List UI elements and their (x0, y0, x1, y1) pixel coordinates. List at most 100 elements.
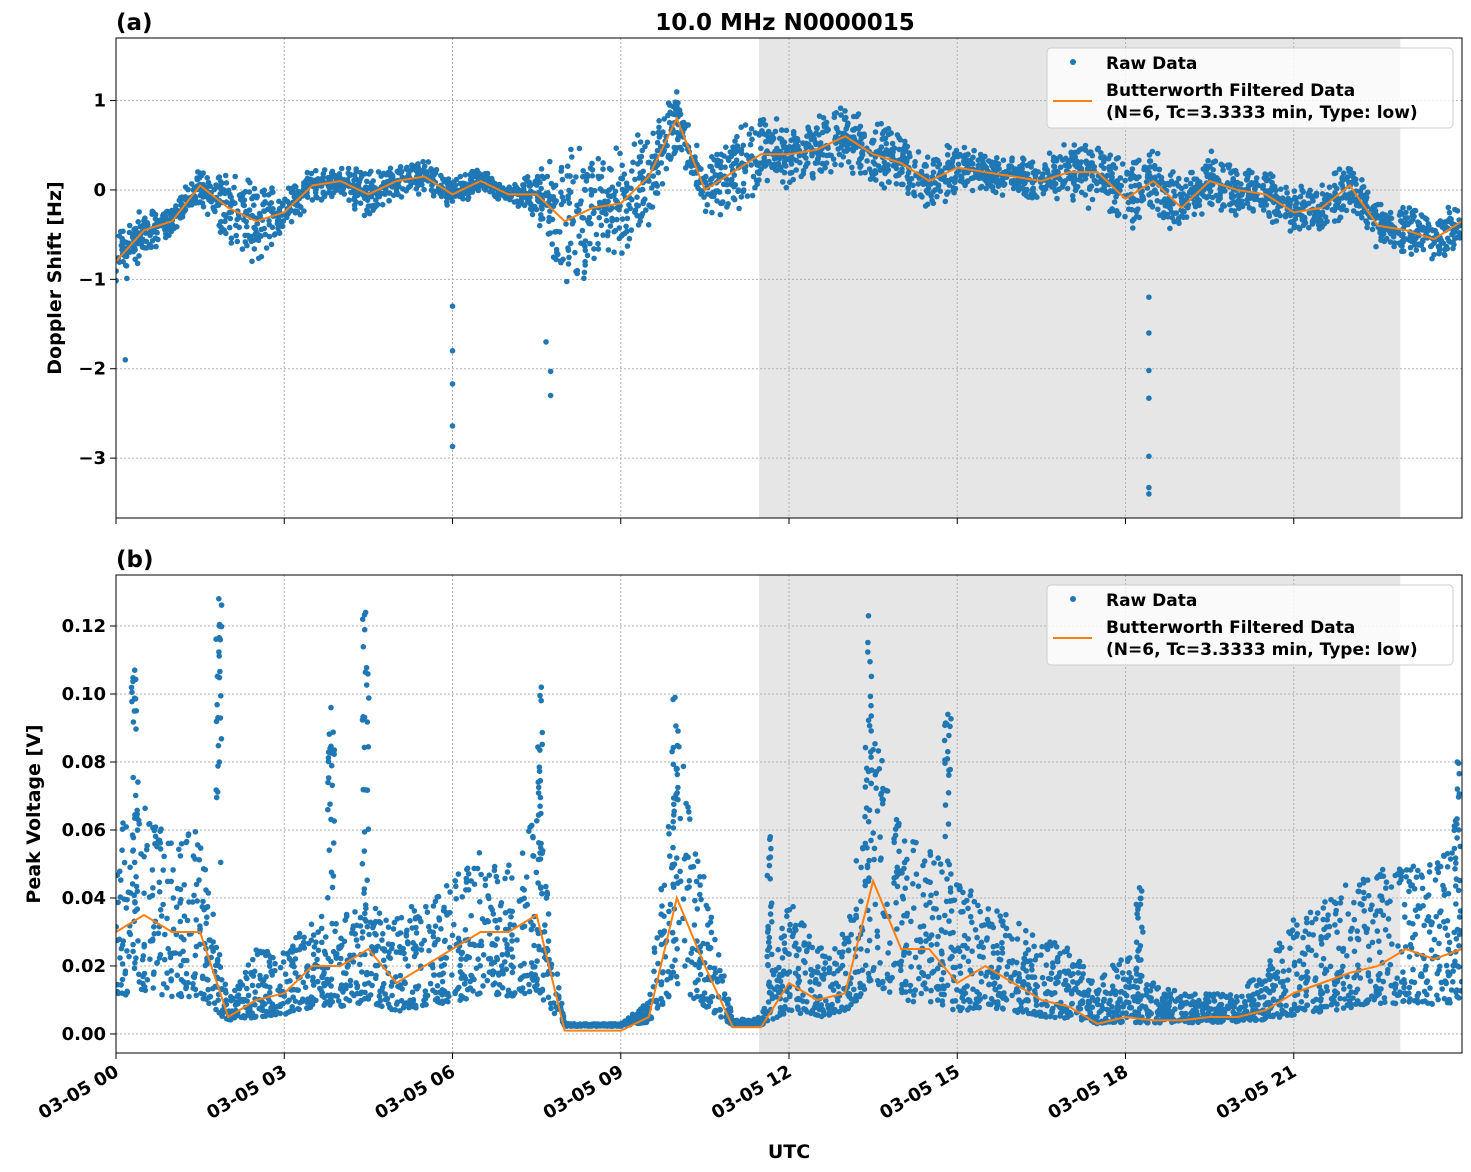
raw-data-point (372, 905, 379, 912)
raw-data-point (955, 161, 962, 168)
raw-data-point (296, 930, 303, 937)
raw-data-point (534, 927, 540, 933)
raw-data-point (370, 202, 377, 209)
raw-data-point (707, 176, 714, 183)
raw-data-point (993, 189, 999, 196)
raw-data-point (766, 158, 772, 165)
raw-data-point (367, 919, 374, 926)
raw-data-point (611, 228, 617, 235)
raw-data-point (922, 203, 929, 209)
raw-data-point (1082, 192, 1089, 198)
raw-data-point (504, 950, 511, 956)
raw-data-point (239, 246, 246, 252)
raw-data-point (363, 918, 369, 924)
raw-data-point (613, 145, 619, 151)
raw-data-point (345, 962, 352, 968)
raw-data-point (708, 163, 714, 170)
raw-data-point (200, 898, 206, 905)
raw-data-point (576, 207, 582, 213)
raw-data-point (388, 983, 395, 989)
raw-data-point (280, 202, 286, 208)
raw-data-point (398, 169, 404, 176)
raw-data-point (649, 153, 655, 160)
raw-data-point (912, 159, 918, 165)
raw-data-point (379, 984, 386, 991)
y-tick-label: 1 (93, 91, 106, 112)
raw-data-point (444, 202, 450, 208)
raw-data-point (196, 857, 203, 863)
raw-data-point (211, 208, 218, 214)
raw-data-point (1420, 246, 1427, 253)
raw-data-point (482, 882, 489, 889)
raw-data-point (510, 964, 516, 970)
raw-data-point (186, 899, 192, 905)
x-tick-label: 03-05 03 (203, 1061, 290, 1124)
raw-data-point (1152, 187, 1158, 193)
raw-data-point (1156, 166, 1163, 173)
raw-data-point (193, 881, 200, 888)
raw-data-point (282, 971, 289, 977)
raw-data-point (717, 967, 723, 974)
raw-data-point (134, 260, 141, 267)
raw-data-point (178, 976, 185, 983)
plot-frame (115, 37, 1463, 519)
raw-data-point (1283, 199, 1289, 205)
raw-data-point (584, 171, 590, 178)
raw-data-point (803, 140, 809, 147)
raw-data-point (635, 161, 641, 167)
raw-data-point (1023, 172, 1029, 178)
raw-data-point (1221, 203, 1228, 209)
raw-data-point (835, 129, 842, 136)
raw-data-point (658, 886, 665, 893)
raw-data-point (464, 986, 471, 993)
raw-data-point (179, 194, 185, 200)
raw-data-point (1064, 185, 1071, 192)
raw-data-point (1084, 160, 1090, 167)
raw-data-point (193, 992, 200, 999)
raw-data-point (337, 944, 344, 951)
raw-data-point (647, 991, 653, 998)
raw-data-point (517, 963, 524, 969)
raw-data-point (424, 169, 430, 175)
raw-data-point (141, 245, 148, 251)
raw-data-point (859, 148, 866, 155)
raw-data-point (494, 936, 500, 942)
raw-data-point (304, 169, 311, 176)
raw-data-point (905, 170, 912, 176)
raw-data-point (223, 180, 230, 186)
raw-data-point (492, 980, 498, 986)
raw-data-point (300, 979, 307, 986)
raw-data-point (280, 959, 287, 965)
raw-data-point (519, 924, 526, 931)
raw-data-point (1263, 202, 1270, 208)
raw-data-point (280, 1000, 286, 1007)
raw-data-point (709, 993, 716, 1000)
raw-data-point (675, 784, 681, 791)
raw-data-point (126, 222, 133, 229)
raw-data-point (790, 176, 796, 183)
raw-data-point (624, 243, 631, 249)
raw-data-point (252, 989, 258, 995)
raw-data-point (1057, 164, 1064, 171)
raw-data-point (1044, 169, 1051, 176)
raw-data-point (1353, 202, 1360, 209)
raw-data-point (873, 177, 879, 183)
raw-data-point (654, 139, 661, 146)
raw-data-point (184, 917, 191, 924)
raw-data-point (738, 150, 745, 157)
raw-data-point (462, 172, 469, 178)
raw-data-point (636, 154, 643, 160)
raw-data-point (634, 1012, 641, 1018)
raw-data-point (196, 877, 202, 883)
legend-raw-marker (1070, 59, 1076, 65)
raw-data-point (582, 258, 588, 265)
raw-data-point (821, 124, 828, 130)
raw-data-point (971, 147, 977, 154)
raw-data-point (260, 981, 266, 988)
raw-data-point (327, 993, 334, 1000)
raw-data-point (504, 941, 510, 948)
raw-data-point (718, 165, 724, 171)
raw-data-point (180, 957, 187, 964)
raw-data-point (582, 238, 589, 244)
